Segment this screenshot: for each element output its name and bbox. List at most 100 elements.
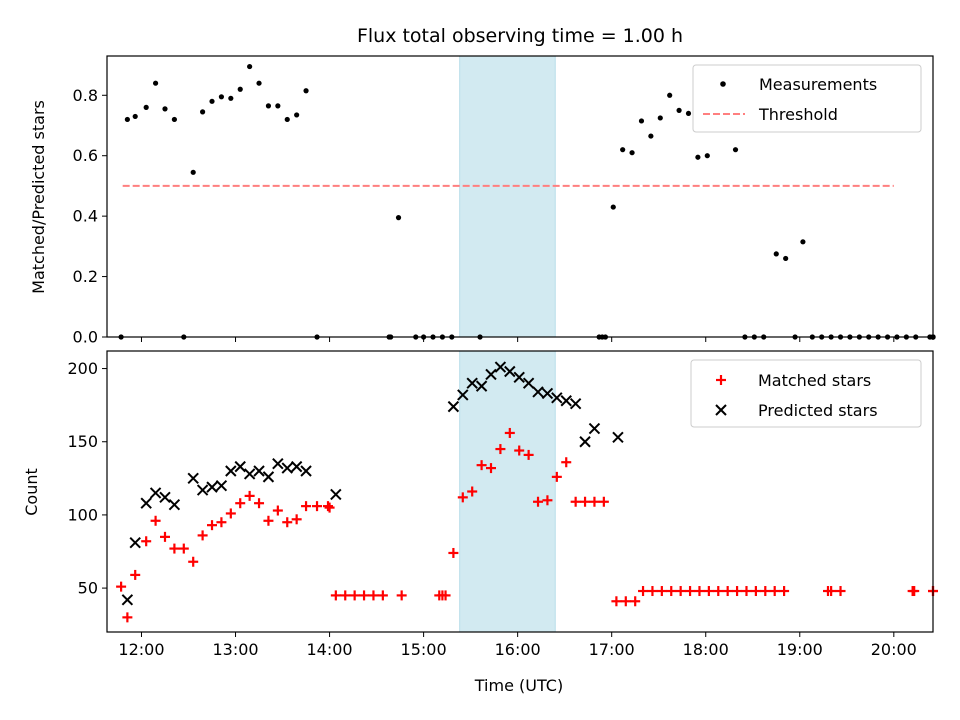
- measurement-point: [294, 112, 300, 118]
- measurement-point: [800, 239, 806, 245]
- predicted-star-point: [300, 465, 312, 477]
- top-panel: 0.00.20.40.60.8 Matched/Predicted stars …: [29, 55, 936, 347]
- y-tick-label: 0.2: [73, 267, 98, 286]
- predicted-star-point: [243, 468, 256, 480]
- measurement-point: [265, 103, 272, 109]
- measurement-point: [171, 116, 177, 123]
- y-tick-label: 0.4: [73, 207, 98, 226]
- bottom-y-axis-label: Count: [22, 468, 41, 516]
- y-tick-label: 0.0: [73, 328, 98, 347]
- measurement-point: [275, 103, 281, 109]
- matched-star-point: [188, 556, 199, 567]
- measurement-point: [228, 95, 234, 101]
- x-tick-label: 13:00: [212, 640, 258, 659]
- chart-title: Flux total observing time = 1.00 h: [357, 25, 683, 47]
- measurement-point: [237, 86, 243, 92]
- legend-measurements-label: Measurements: [759, 75, 877, 94]
- bottom-panel: 50 100 150 200 12:00 13:00 14:00 15:00 16:00 17:…: [22, 350, 938, 695]
- matched-star-point: [159, 531, 170, 542]
- matched-star-point: [122, 612, 133, 623]
- matched-star-point: [312, 501, 323, 512]
- matched-star-point: [301, 501, 312, 512]
- matched-star-point: [272, 505, 283, 516]
- predicted-star-point: [457, 389, 469, 401]
- top-axes-frame: [106, 55, 934, 338]
- matched-star-point: [694, 586, 705, 597]
- matched-star-point: [760, 586, 771, 597]
- matched-star-point: [216, 517, 227, 528]
- predicted-star-point: [272, 457, 284, 470]
- measurement-point: [124, 116, 130, 123]
- y-tick-label: 100: [67, 505, 98, 524]
- measurement-point: [200, 109, 206, 115]
- matched-star-point: [495, 444, 506, 455]
- matched-star-point: [178, 543, 189, 554]
- measurement-point: [218, 94, 225, 100]
- measurement-point: [783, 255, 789, 262]
- predicted-star-point: [149, 487, 162, 499]
- matched-star-point: [282, 517, 293, 528]
- predicted-star-point: [475, 380, 488, 392]
- matched-star-point: [486, 463, 497, 474]
- measurement-point: [256, 80, 262, 86]
- measurement-point: [143, 104, 149, 110]
- legend-predicted-marker: [715, 404, 727, 416]
- matched-star-point: [779, 586, 790, 597]
- matched-star-point: [666, 586, 677, 597]
- predicted-star-point: [551, 392, 563, 404]
- matched-star-point: [368, 590, 379, 601]
- matched-star-point: [611, 596, 622, 607]
- x-axis-label: Time (UTC): [474, 676, 563, 695]
- matched-star-point: [225, 508, 236, 519]
- matched-star-point: [580, 496, 591, 507]
- matched-star-point: [656, 586, 667, 597]
- legend-threshold-label: Threshold: [758, 105, 838, 124]
- legend-predicted-label: Predicted stars: [758, 401, 878, 420]
- predicted-star-point: [253, 465, 265, 477]
- matched-star-point: [504, 427, 515, 438]
- matched-star-point: [620, 596, 631, 607]
- matched-star-point: [713, 586, 724, 597]
- measurement-point: [610, 204, 616, 210]
- matched-star-point: [533, 496, 544, 507]
- predicted-star-point: [541, 387, 554, 400]
- matched-star-point: [826, 586, 837, 597]
- measurement-point: [704, 153, 710, 159]
- predicted-star-point: [159, 491, 171, 504]
- x-tick-label: 19:00: [777, 640, 823, 659]
- measurement-point: [685, 110, 692, 117]
- predicted-star-point: [532, 386, 544, 398]
- matched-star-point: [330, 590, 341, 601]
- matched-star-point: [476, 460, 487, 471]
- matched-star-point: [598, 496, 609, 507]
- matched-star-point: [685, 586, 696, 597]
- measurement-point: [657, 115, 663, 121]
- predicted-star-point: [215, 479, 228, 492]
- shaded-region: [459, 55, 556, 338]
- measurement-point: [695, 154, 701, 160]
- predicted-star-point: [494, 361, 507, 373]
- predicted-star-point: [612, 431, 624, 444]
- measurement-point: [132, 113, 138, 120]
- top-legend: Measurements Threshold: [692, 64, 922, 133]
- legend-matched-marker: [716, 375, 726, 385]
- predicted-star-point: [330, 488, 342, 501]
- matched-star-point: [324, 502, 335, 513]
- measurement-point: [648, 133, 654, 139]
- predicted-star-point: [466, 377, 478, 389]
- matched-star-point: [150, 515, 161, 526]
- measurement-point: [676, 107, 682, 113]
- predicted-star-point: [225, 465, 237, 477]
- y-tick-label: 200: [67, 359, 98, 378]
- matched-star-point: [732, 586, 743, 597]
- matched-star-point: [561, 457, 572, 468]
- measurement-point: [284, 116, 290, 123]
- predicted-star-point: [504, 365, 516, 378]
- matched-star-point: [638, 586, 649, 597]
- y-tick-label: 0.8: [73, 86, 98, 105]
- matched-star-point: [322, 501, 333, 512]
- matched-star-point: [909, 586, 920, 597]
- matched-star-point: [197, 530, 208, 541]
- predicted-star-point: [569, 397, 582, 410]
- matched-star-point: [130, 569, 141, 580]
